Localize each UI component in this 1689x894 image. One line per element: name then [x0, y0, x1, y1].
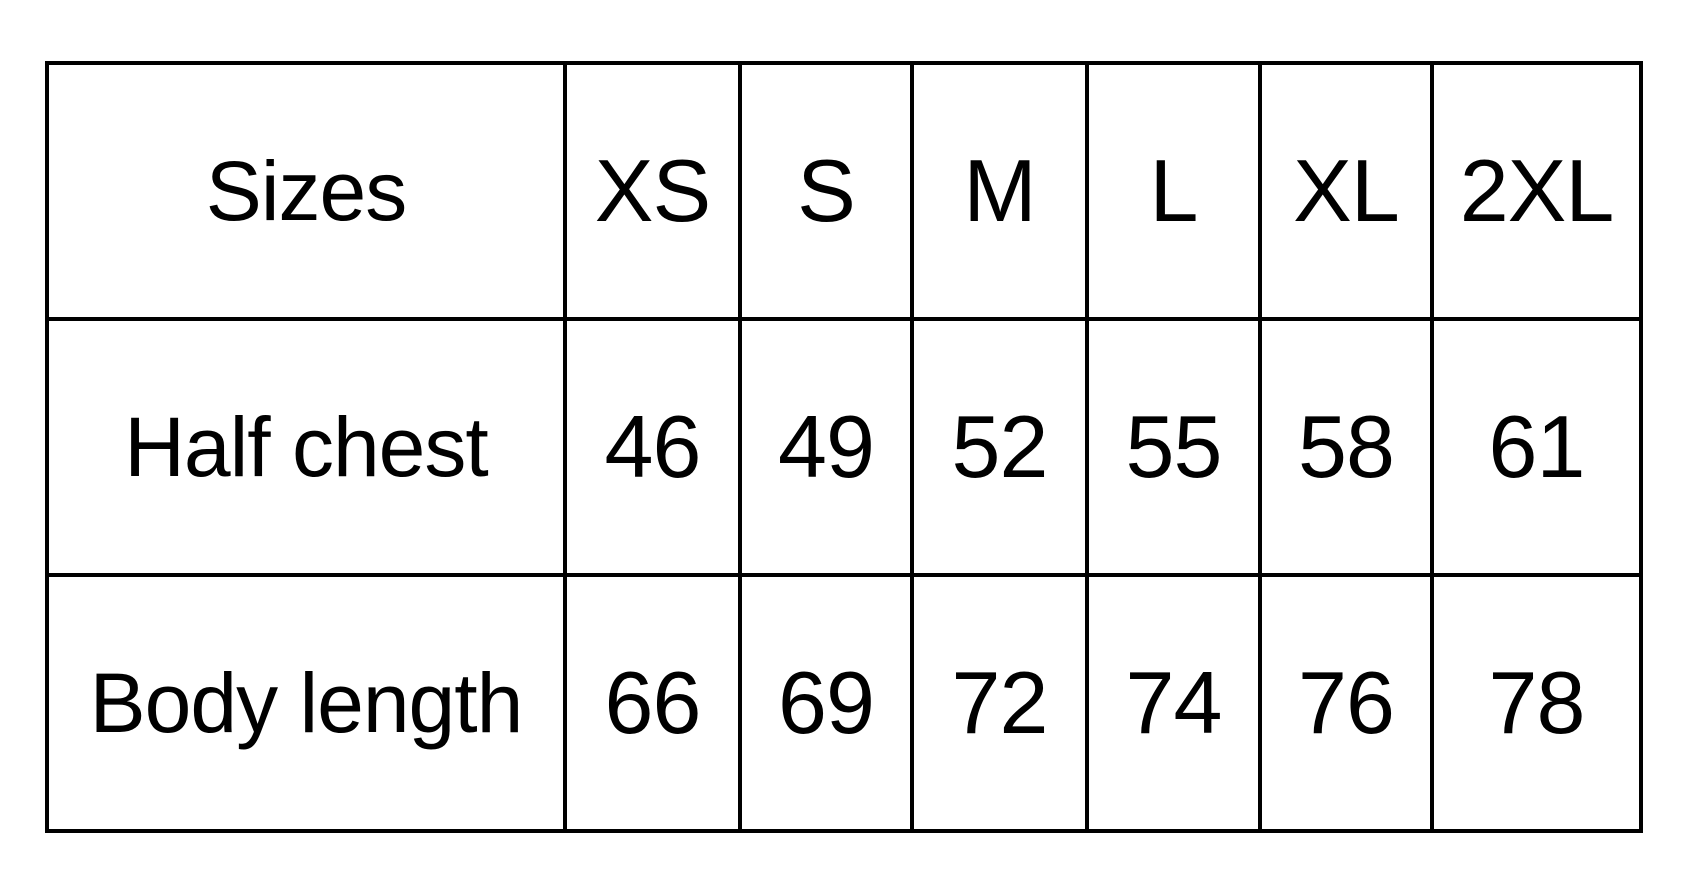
row-label: Half chest — [45, 317, 567, 577]
table-cell: 69 — [738, 573, 914, 833]
table-cell: 46 — [563, 317, 742, 577]
table-cell: 72 — [910, 573, 1089, 833]
table-cell: 74 — [1085, 573, 1262, 833]
table-cell: 76 — [1258, 573, 1434, 833]
header-cell: M — [910, 61, 1089, 321]
table-cell: 49 — [738, 317, 914, 577]
table-cell: 78 — [1430, 573, 1643, 833]
header-cell: L — [1085, 61, 1262, 321]
size-chart-table: Sizes XS S M L XL 2XL Half chest 46 49 5… — [45, 61, 1643, 833]
header-cell: Sizes — [45, 61, 567, 321]
table-cell: 58 — [1258, 317, 1434, 577]
table-cell: 61 — [1430, 317, 1643, 577]
header-cell: XL — [1258, 61, 1434, 321]
header-cell: S — [738, 61, 914, 321]
table-row: Half chest 46 49 52 55 58 61 — [45, 317, 1643, 577]
table-cell: 55 — [1085, 317, 1262, 577]
table-cell: 66 — [563, 573, 742, 833]
header-cell: 2XL — [1430, 61, 1643, 321]
header-cell: XS — [563, 61, 742, 321]
table-row: Body length 66 69 72 74 76 78 — [45, 573, 1643, 833]
table-cell: 52 — [910, 317, 1089, 577]
header-row: Sizes XS S M L XL 2XL — [45, 61, 1643, 321]
row-label: Body length — [45, 573, 567, 833]
